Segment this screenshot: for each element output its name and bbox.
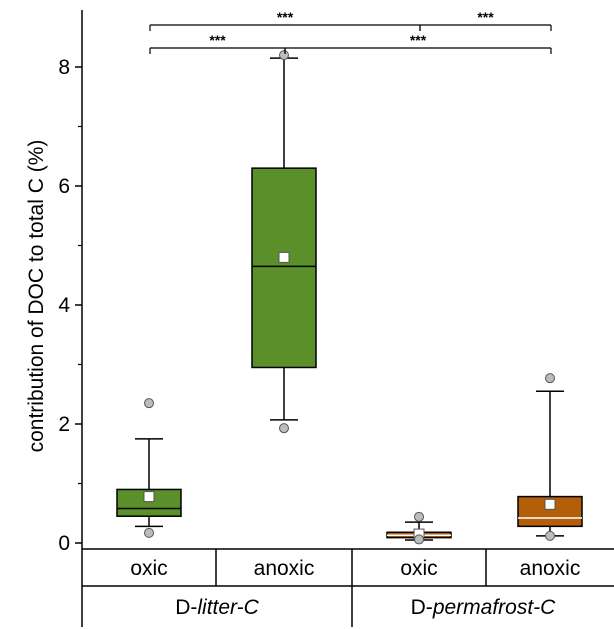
- y-tick-label: 0: [58, 532, 70, 555]
- significance-bracket: ***: [149, 32, 286, 54]
- box-oxic-d-litter-c: [116, 398, 182, 538]
- y-tick-label: 2: [58, 413, 70, 436]
- box-oxic-d-permafrost-c: [386, 511, 452, 545]
- significance-label: ***: [277, 9, 294, 25]
- group-label: D-litter-C: [175, 596, 259, 619]
- category-label-oxic: oxic: [130, 557, 167, 580]
- outlier-point: [414, 534, 424, 545]
- group-label: D-permafrost-C: [411, 596, 557, 619]
- y-tick-label: 6: [58, 175, 70, 198]
- significance-label: ***: [477, 9, 494, 25]
- outlier-point: [545, 373, 555, 384]
- category-label-anoxic: anoxic: [520, 557, 581, 580]
- category-label-anoxic: anoxic: [254, 557, 315, 580]
- box-iqr: [517, 495, 583, 528]
- outlier-point: [545, 530, 555, 541]
- mean-marker: [143, 491, 155, 503]
- significance-bracket: ***: [149, 9, 421, 31]
- outlier-point: [279, 423, 289, 434]
- category-label-oxic: oxic: [400, 557, 437, 580]
- box-anoxic-d-permafrost-c: [517, 373, 583, 541]
- significance-label: ***: [410, 32, 427, 48]
- axes-layer: 0 2 4 6 8: [58, 10, 83, 555]
- boxes-layer: [116, 50, 583, 545]
- mean-marker: [544, 498, 556, 510]
- y-tick-label: 4: [58, 294, 70, 317]
- outlier-point: [144, 398, 154, 409]
- outlier-point: [414, 511, 424, 522]
- significance-bracket: ***: [419, 9, 552, 31]
- y-axis-title: contribution of DOC to total C (%): [25, 140, 48, 453]
- significance-label: ***: [209, 32, 226, 48]
- box-iqr: [251, 167, 317, 369]
- box-anoxic-d-litter-c: [251, 50, 317, 434]
- significance-bracket: ***: [284, 32, 552, 54]
- category-table: oxic anoxic D-litter-C oxic anoxic D-permafro…: [81, 548, 614, 627]
- outlier-point: [279, 50, 289, 61]
- mean-marker: [278, 251, 290, 263]
- outlier-point: [144, 527, 154, 538]
- y-tick-label: 8: [58, 56, 70, 79]
- significance-layer: *** *** *** ***: [149, 9, 552, 54]
